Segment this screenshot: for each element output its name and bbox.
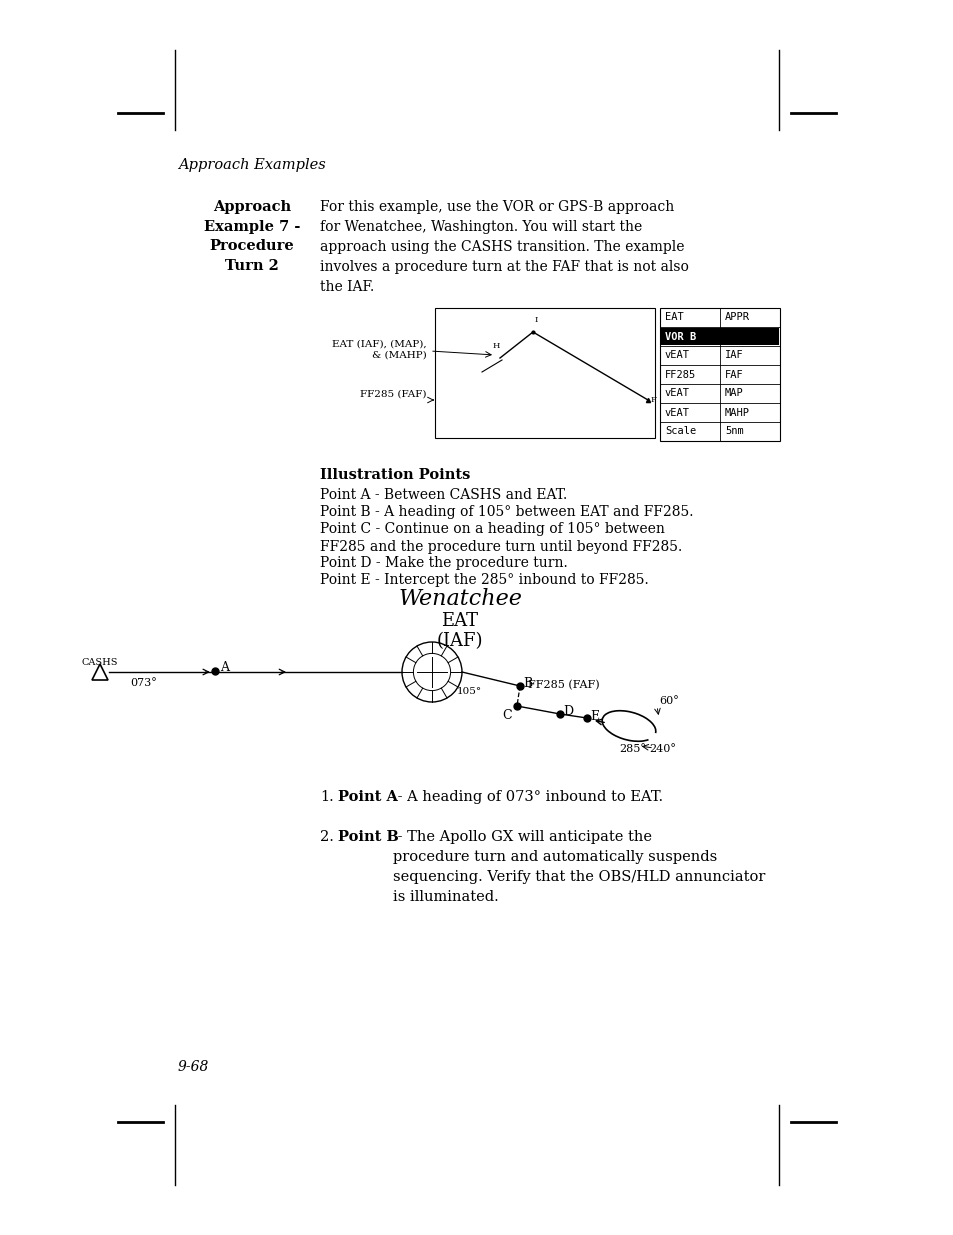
- Text: For this example, use the VOR or GPS-B approach
for Wenatchee, Washington. You w: For this example, use the VOR or GPS-B a…: [319, 200, 688, 294]
- Text: Point D - Make the procedure turn.: Point D - Make the procedure turn.: [319, 556, 567, 571]
- Text: vEAT: vEAT: [664, 389, 689, 399]
- Text: EAT (IAF), (MAP),
& (MAHP): EAT (IAF), (MAP), & (MAHP): [332, 340, 427, 359]
- Text: E: E: [589, 710, 598, 722]
- Text: 60°: 60°: [659, 697, 678, 706]
- Text: D: D: [562, 705, 573, 718]
- Text: 240°: 240°: [648, 743, 675, 755]
- Text: vEAT: vEAT: [664, 408, 689, 417]
- Text: IAF: IAF: [724, 351, 743, 361]
- Text: MAHP: MAHP: [724, 408, 749, 417]
- Text: Scale: Scale: [664, 426, 696, 436]
- Text: 9-68: 9-68: [178, 1060, 209, 1074]
- Text: FF285 (FAF): FF285 (FAF): [527, 680, 599, 690]
- Text: Approach Examples: Approach Examples: [178, 158, 325, 172]
- Text: vEAT: vEAT: [664, 351, 689, 361]
- Text: B: B: [522, 677, 532, 690]
- Bar: [660, 329, 779, 345]
- Text: MAP: MAP: [724, 389, 743, 399]
- Text: 285°: 285°: [618, 743, 645, 755]
- Text: Point E - Intercept the 285° inbound to FF285.: Point E - Intercept the 285° inbound to …: [319, 573, 648, 587]
- Text: Point A: Point A: [337, 790, 397, 804]
- Text: Point C - Continue on a heading of 105° between
FF285 and the procedure turn unt: Point C - Continue on a heading of 105° …: [319, 522, 681, 555]
- Text: Point A - Between CASHS and EAT.: Point A - Between CASHS and EAT.: [319, 488, 567, 501]
- Text: 1.: 1.: [319, 790, 334, 804]
- Text: 105°: 105°: [456, 687, 481, 697]
- Text: 073°: 073°: [130, 678, 156, 688]
- Text: EAT: EAT: [664, 312, 683, 322]
- Text: VOR B: VOR B: [664, 331, 696, 342]
- Text: FF285: FF285: [664, 369, 696, 379]
- Text: C: C: [502, 709, 512, 722]
- Text: (IAF): (IAF): [436, 632, 483, 650]
- Text: Point B - A heading of 105° between EAT and FF285.: Point B - A heading of 105° between EAT …: [319, 505, 693, 519]
- Text: Point B: Point B: [337, 830, 398, 844]
- Text: FF285 (FAF): FF285 (FAF): [360, 390, 427, 399]
- Text: CASHS: CASHS: [82, 658, 118, 667]
- Text: I: I: [534, 316, 537, 324]
- Text: FAF: FAF: [724, 369, 743, 379]
- Bar: [435, 308, 655, 438]
- Text: - The Apollo GX will anticipate the
procedure turn and automatically suspends
se: - The Apollo GX will anticipate the proc…: [393, 830, 764, 904]
- Text: 5nm: 5nm: [724, 426, 743, 436]
- Text: Illustration Points: Illustration Points: [319, 468, 470, 482]
- Text: F: F: [650, 396, 657, 404]
- Text: - A heading of 073° inbound to EAT.: - A heading of 073° inbound to EAT.: [393, 790, 662, 804]
- Text: 2.: 2.: [319, 830, 334, 844]
- Bar: [659, 308, 780, 441]
- Text: A: A: [220, 661, 229, 674]
- Text: H: H: [492, 342, 499, 350]
- Text: EAT: EAT: [441, 613, 478, 630]
- Text: Wenatchee: Wenatchee: [397, 588, 521, 610]
- Text: Approach
Example 7 -
Procedure
Turn 2: Approach Example 7 - Procedure Turn 2: [204, 200, 300, 273]
- Text: APPR: APPR: [724, 312, 749, 322]
